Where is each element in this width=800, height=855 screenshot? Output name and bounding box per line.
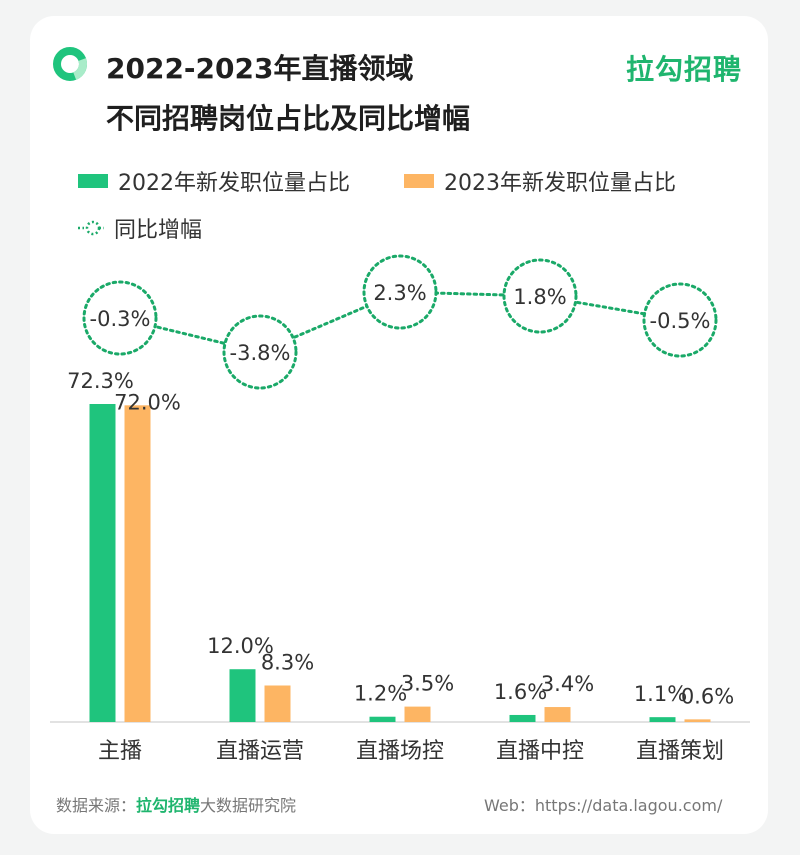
chart-card: 2022-2023年直播领域 不同招聘岗位占比及同比增幅 拉勾招聘 (30, 16, 768, 834)
yoy-circle-2 (362, 254, 438, 330)
data-label-2022-3: 1.6% (494, 680, 547, 704)
bar-2022-3 (509, 714, 536, 722)
dotted-circle-icon (78, 220, 104, 236)
legend-swatch-2022 (78, 174, 108, 188)
brand-label: 拉勾招聘 (625, 53, 742, 86)
yoy-circle-4 (642, 282, 718, 358)
bar-2023-3 (544, 707, 571, 722)
yoy-label-2: 2.3% (373, 281, 426, 305)
category-label-3: 直播中控 (496, 739, 584, 764)
bar-2022-2 (369, 716, 396, 722)
yoy-label-1: -3.8% (230, 341, 291, 365)
bar-2023-1 (264, 685, 291, 722)
yoy-label-4: -0.5% (650, 309, 711, 333)
bar-2022-0 (89, 404, 116, 722)
data-label-2022-0: 72.3% (67, 369, 134, 393)
bar-2022-1 (229, 669, 256, 722)
data-label-2023-4: 0.6% (681, 684, 734, 708)
data-source: 数据来源：拉勾招聘大数据研究院 (56, 792, 296, 816)
legend-label-yoy: 同比增幅 (114, 218, 203, 243)
data-label-2023-2: 3.5% (401, 672, 454, 696)
legend-swatch-2023 (404, 174, 434, 188)
source-brand: 拉勾招聘 (136, 796, 201, 815)
yoy-circle-1 (222, 314, 298, 390)
legend-label-2022: 2022年新发职位量占比 (118, 171, 350, 196)
yoy-label-3: 1.8% (513, 285, 566, 309)
data-label-2023-0: 72.0% (114, 390, 181, 414)
chart-title: 2022-2023年直播领域 不同招聘岗位占比及同比增幅 (106, 44, 470, 144)
bar-2022-4 (649, 717, 676, 722)
source-suffix: 大数据研究院 (200, 796, 297, 815)
data-label-2023-1: 8.3% (261, 650, 314, 674)
legend-2022: 2022年新发职位量占比 (78, 165, 350, 197)
bar-2023-0 (124, 405, 151, 722)
data-label-2022-2: 1.2% (354, 682, 407, 706)
web-url: Web：https://data.lagou.com/ (484, 796, 723, 815)
legend-label-2023: 2023年新发职位量占比 (444, 171, 676, 196)
data-label-2022-4: 1.1% (634, 682, 687, 706)
yoy-label-0: -0.3% (90, 307, 151, 331)
category-label-0: 主播 (98, 739, 142, 764)
category-label-2: 直播场控 (356, 739, 444, 764)
chart-title-line2: 不同招聘岗位占比及同比增幅 (106, 102, 471, 135)
data-label-2022-1: 12.0% (207, 634, 274, 658)
category-label-1: 直播运营 (216, 739, 304, 764)
data-label-2023-3: 3.4% (541, 672, 594, 696)
lagou-logo-icon (53, 47, 87, 81)
legend-yoy: 同比增幅 (78, 212, 202, 244)
chart-title-line1: 2022-2023年直播领域 (106, 52, 414, 85)
bar-2023-2 (404, 706, 431, 722)
source-prefix: 数据来源： (56, 796, 137, 815)
legend-2023: 2023年新发职位量占比 (404, 165, 676, 197)
bar-2023-4 (684, 719, 711, 722)
yoy-circle-3 (502, 258, 578, 334)
yoy-circle-0 (82, 280, 158, 356)
category-label-4: 直播策划 (636, 739, 724, 764)
